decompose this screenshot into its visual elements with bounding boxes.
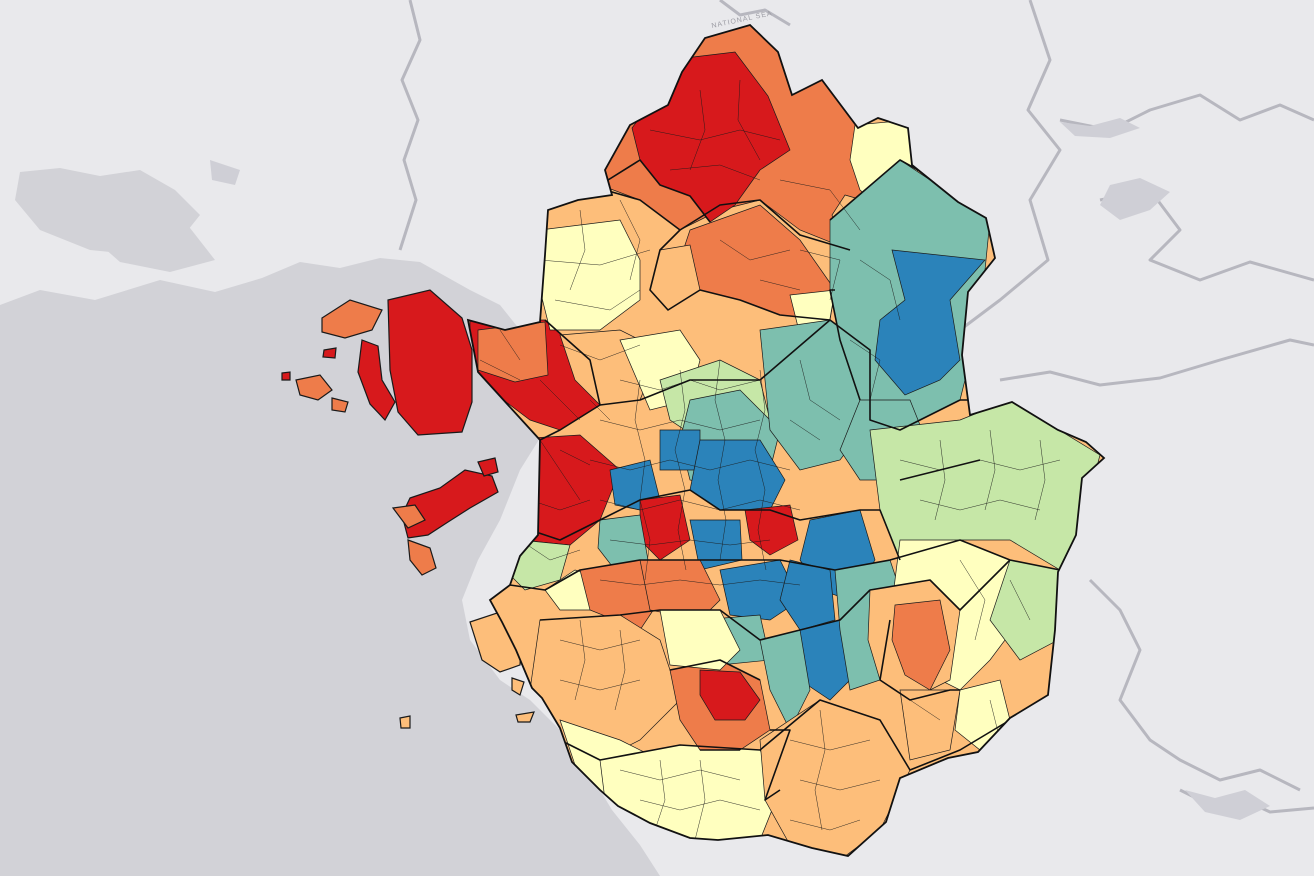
- reservoir-shapes: [210, 118, 1270, 820]
- west-islands[interactable]: [281, 289, 535, 729]
- choropleth-region[interactable]: [467, 20, 1105, 860]
- river-lines: [398, 0, 1314, 814]
- sea-area: [0, 168, 660, 876]
